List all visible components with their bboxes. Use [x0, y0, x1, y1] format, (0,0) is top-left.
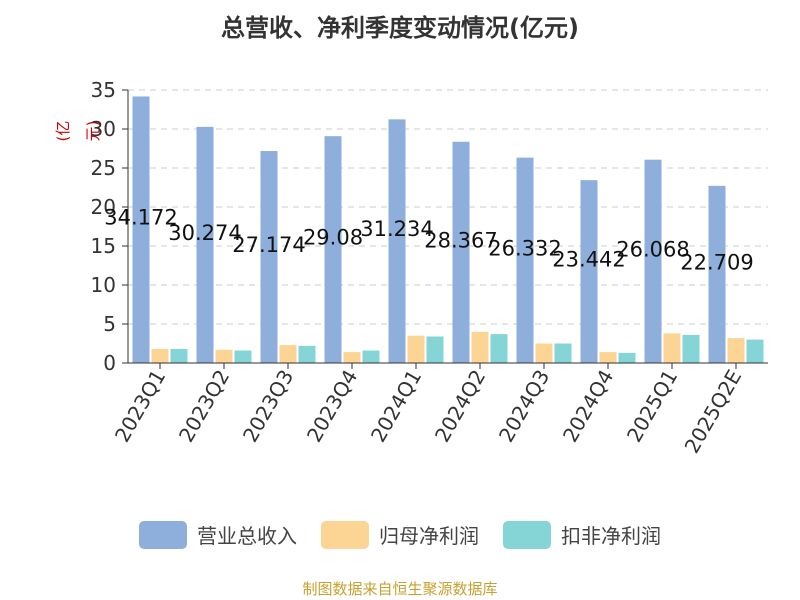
bar-series-3	[490, 334, 508, 363]
bar-series-3	[682, 334, 700, 363]
x-tick-label: 2024Q1	[366, 366, 426, 447]
data-label: 22.709	[680, 250, 753, 274]
bar-series-2	[279, 345, 297, 363]
data-label: 26.068	[616, 237, 689, 261]
bar-series-2	[151, 348, 169, 363]
x-tick-label: 2024Q3	[494, 366, 554, 447]
legend-label: 扣非净利润	[561, 524, 661, 548]
bar-series-1	[580, 180, 598, 363]
legend-swatch	[503, 520, 551, 549]
bar-series-3	[298, 345, 316, 363]
bar-series-1	[452, 141, 470, 363]
legend-label: 归母净利润	[379, 524, 479, 548]
grid-lines	[128, 89, 768, 325]
bar-series-2	[407, 335, 425, 363]
bar-series-3	[234, 350, 252, 363]
bar-series-1	[708, 185, 726, 363]
y-tick-label: 15	[91, 234, 116, 258]
bar-series-3	[170, 348, 188, 363]
bar-series-3	[618, 352, 636, 363]
x-tick-label: 2025Q2E	[680, 366, 747, 458]
bar-series-1	[260, 151, 278, 363]
legend-item-3[interactable]: 扣非净利润	[503, 520, 661, 549]
y-tick-label: 30	[91, 117, 116, 141]
source-note: 制图数据来自恒生聚源数据库	[302, 580, 498, 598]
y-tick-label: 35	[91, 78, 116, 102]
data-label: 23.442	[552, 248, 625, 272]
bars	[132, 96, 764, 364]
data-label: 29.08	[303, 226, 363, 250]
y-tick-label: 25	[91, 156, 116, 180]
bar-series-1	[324, 136, 342, 363]
data-label: 27.174	[232, 233, 305, 257]
bar-series-1	[388, 119, 406, 363]
data-labels: 34.17230.27427.17429.0831.23428.36726.33…	[104, 206, 753, 275]
x-tick-label: 2023Q4	[302, 366, 362, 447]
legend: 营业总收入 归母净利润 扣非净利润	[0, 520, 800, 549]
legend-swatch	[321, 520, 369, 549]
y-tick-label: 10	[91, 273, 116, 297]
data-label: 31.234	[360, 217, 433, 241]
x-tick-label: 2023Q1	[110, 366, 170, 447]
x-tick-label: 2024Q2	[430, 366, 490, 447]
y-tick-label: 0	[103, 351, 116, 375]
legend-item-1[interactable]: 营业总收入	[139, 520, 297, 549]
bar-series-2	[663, 333, 681, 363]
bar-series-2	[215, 349, 233, 363]
legend-item-2[interactable]: 归母净利润	[321, 520, 479, 549]
x-tick-label: 2023Q3	[238, 366, 298, 447]
bar-series-1	[196, 126, 214, 364]
bar-series-3	[746, 339, 764, 363]
bar-series-2	[471, 331, 489, 363]
legend-label: 营业总收入	[197, 524, 297, 548]
bar-series-2	[535, 343, 553, 363]
chart-title: 总营收、净利季度变动情况(亿元)	[221, 14, 579, 42]
bar-series-1	[644, 159, 662, 363]
bar-series-2	[727, 338, 745, 363]
data-label: 30.274	[168, 221, 241, 245]
bar-series-2	[599, 352, 617, 363]
data-label: 34.172	[104, 206, 177, 230]
bar-series-1	[516, 157, 534, 363]
bar-series-3	[426, 336, 444, 363]
legend-swatch	[139, 520, 187, 549]
bar-series-1	[132, 96, 150, 363]
y-tick-label: 5	[103, 312, 116, 336]
bar-series-2	[343, 352, 361, 363]
y-tick-label: 20	[91, 195, 116, 219]
x-tick-label: 2023Q2	[174, 366, 234, 447]
x-tick-label: 2024Q4	[558, 366, 618, 447]
bar-series-3	[362, 350, 380, 363]
data-label: 28.367	[424, 228, 497, 252]
bar-series-3	[554, 343, 572, 363]
data-label: 26.332	[488, 236, 561, 260]
x-tick-label: 2025Q1	[622, 366, 682, 447]
